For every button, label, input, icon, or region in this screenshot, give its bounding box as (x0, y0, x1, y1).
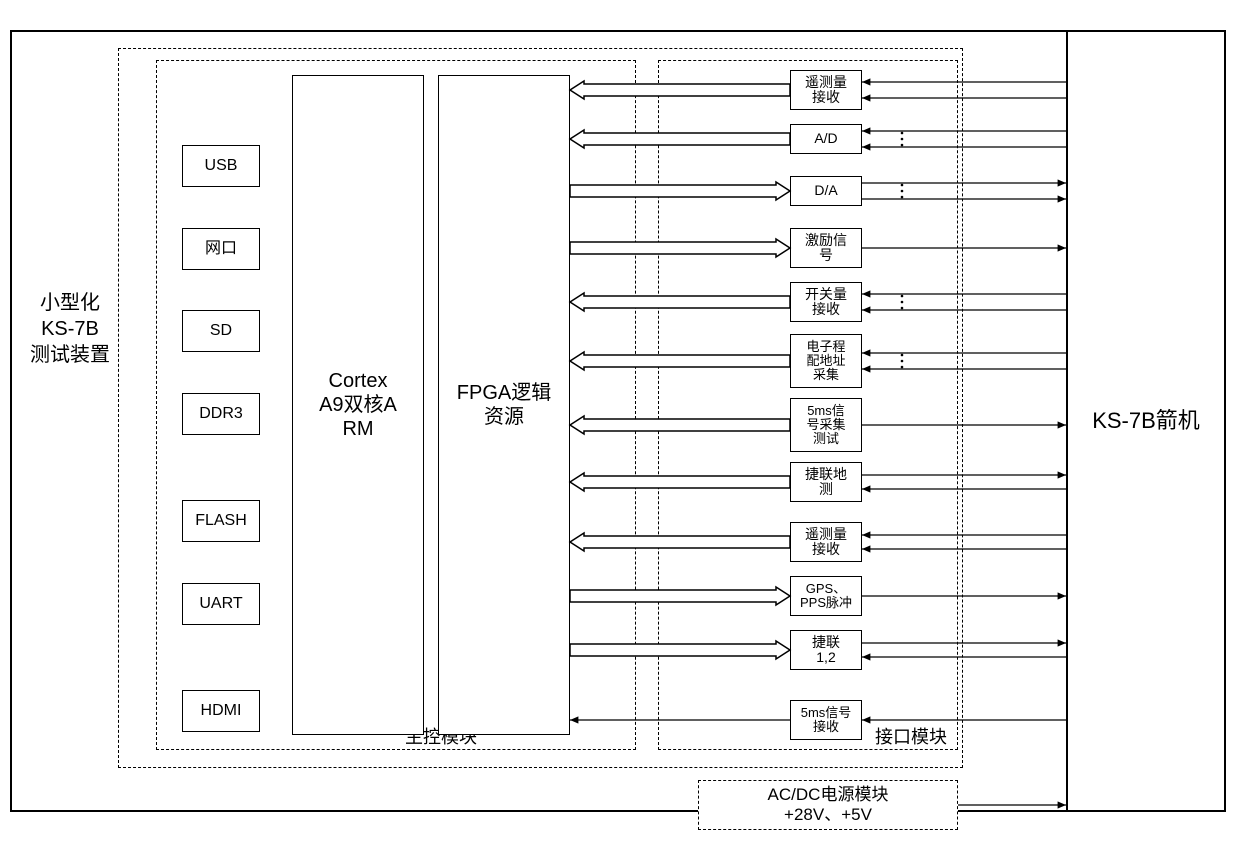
power-text: AC/DC电源模块+28V、+5V (768, 785, 889, 826)
cortex-text: CortexA9双核ARM (319, 369, 397, 441)
ks7b-text: KS-7B箭机 (1092, 408, 1200, 434)
periph-uart: UART (182, 583, 260, 625)
iface-box-5: 电子程配地址采集 (790, 334, 862, 388)
periph-flash: FLASH (182, 500, 260, 542)
periph-usb: USB (182, 145, 260, 187)
iface-box-11: 5ms信号接收 (790, 700, 862, 740)
iface-box-0: 遥测量接收 (790, 70, 862, 110)
fpga-box: FPGA逻辑资源 (438, 75, 570, 735)
periph-网口: 网口 (182, 228, 260, 270)
periph-hdmi: HDMI (182, 690, 260, 732)
iface-box-8: 遥测量接收 (790, 522, 862, 562)
fpga-text: FPGA逻辑资源 (457, 381, 551, 429)
device-label: 小型化KS-7B测试装置 (25, 290, 115, 368)
iface-box-4: 开关量接收 (790, 282, 862, 322)
interface-module-label: 接口模块 (875, 726, 947, 749)
ks7b-box: KS-7B箭机 (1066, 30, 1226, 812)
iface-box-3: 激励信号 (790, 228, 862, 268)
iface-box-9: GPS、PPS脉冲 (790, 576, 862, 616)
iface-box-2: D/A (790, 176, 862, 206)
cortex-box: CortexA9双核ARM (292, 75, 424, 735)
periph-sd: SD (182, 310, 260, 352)
iface-box-7: 捷联地测 (790, 462, 862, 502)
iface-box-6: 5ms信号采集测试 (790, 398, 862, 452)
power-module: AC/DC电源模块+28V、+5V (698, 780, 958, 830)
iface-box-1: A/D (790, 124, 862, 154)
iface-box-10: 捷联1,2 (790, 630, 862, 670)
periph-ddr3: DDR3 (182, 393, 260, 435)
